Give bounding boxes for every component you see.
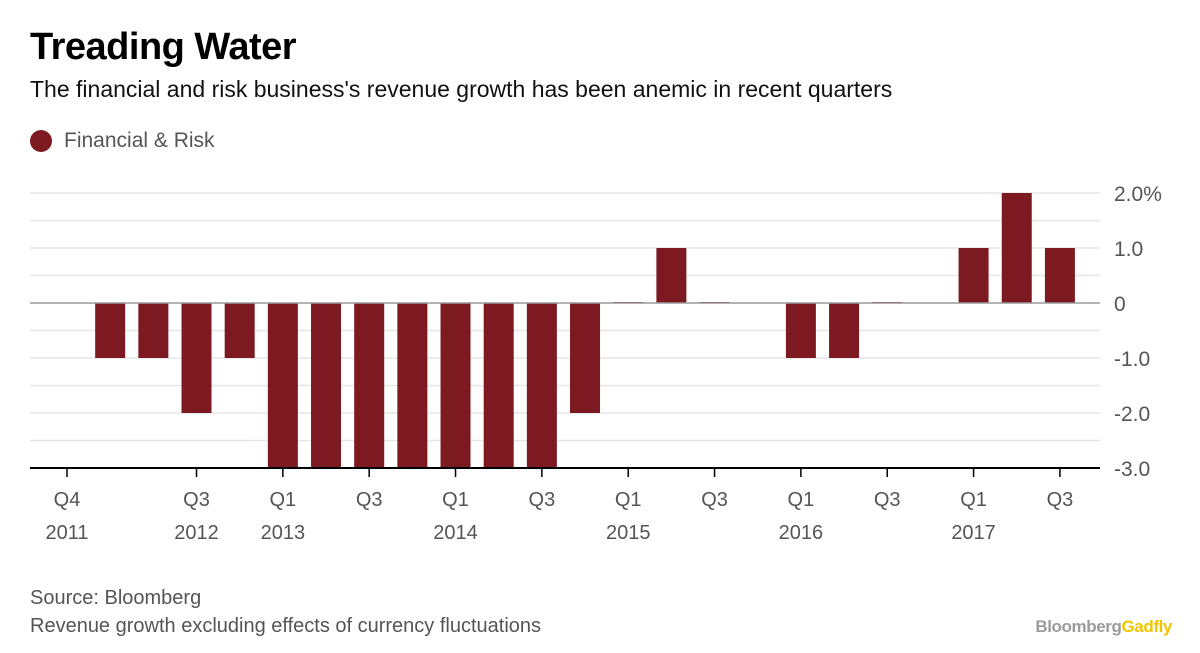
legend-swatch xyxy=(30,130,52,152)
bar-q3-2017 xyxy=(1044,248,1075,303)
bar-q2-2014 xyxy=(483,303,514,468)
y-tick-label: 1.0 xyxy=(1114,238,1143,261)
footnote: Revenue growth excluding effects of curr… xyxy=(30,615,542,637)
bar-q3-2012 xyxy=(181,303,212,413)
x-tick-quarter-label: Q1 xyxy=(615,489,642,511)
x-tick-quarter-label: Q1 xyxy=(270,489,297,511)
y-tick-label: -2.0 xyxy=(1114,403,1150,426)
x-tick-year-label: 2014 xyxy=(433,522,478,544)
bar-q1-2014 xyxy=(440,303,471,468)
x-tick-year-label: 2012 xyxy=(174,522,219,544)
x-tick-quarter-label: Q3 xyxy=(1047,489,1074,511)
x-tick-year-label: 2016 xyxy=(779,522,824,544)
y-tick-label: -3.0 xyxy=(1114,458,1150,481)
bar-q3-2013 xyxy=(354,303,385,468)
x-tick-quarter-label: Q1 xyxy=(442,489,469,511)
brand-logo: BloombergGadfly xyxy=(1035,617,1172,637)
chart-title: Treading Water xyxy=(30,26,297,68)
y-tick-label: -1.0 xyxy=(1114,348,1150,371)
brand-accent: Gadfly xyxy=(1121,617,1172,636)
x-tick-quarter-label: Q1 xyxy=(788,489,815,511)
bar-q4-2014 xyxy=(570,303,601,413)
source-note: Source: Bloomberg xyxy=(30,587,202,609)
x-tick-quarter-label: Q3 xyxy=(183,489,210,511)
legend-label: Financial & Risk xyxy=(64,129,215,152)
x-tick-quarter-label: Q3 xyxy=(874,489,901,511)
x-tick-quarter-label: Q3 xyxy=(356,489,383,511)
bar-q1-2012 xyxy=(95,303,126,358)
x-tick-quarter-label: Q1 xyxy=(960,489,987,511)
bar-q2-2012 xyxy=(138,303,169,358)
bar-q3-2014 xyxy=(526,303,557,468)
legend: Financial & Risk xyxy=(30,129,215,153)
x-tick-year-label: 2011 xyxy=(45,522,88,544)
bar-q2-2016 xyxy=(829,303,860,358)
bar-q1-2016 xyxy=(785,303,816,358)
bar-q1-2013 xyxy=(267,303,298,468)
bar-q4-2013 xyxy=(397,303,428,468)
x-tick-year-label: 2015 xyxy=(606,522,651,544)
chart-subtitle: The financial and risk business's revenu… xyxy=(30,76,893,102)
y-tick-label: 0 xyxy=(1114,293,1126,316)
x-tick-year-label: 2013 xyxy=(261,522,306,544)
bar-q2-2015 xyxy=(656,248,687,303)
bar-q2-2013 xyxy=(311,303,342,468)
x-tick-quarter-label: Q3 xyxy=(529,489,556,511)
x-tick-quarter-label: Q4 xyxy=(54,489,81,511)
bar-q1-2017 xyxy=(958,248,989,303)
y-tick-label: 2.0% xyxy=(1114,183,1162,206)
x-tick-quarter-label: Q3 xyxy=(701,489,728,511)
bar-q2-2017 xyxy=(1001,193,1032,303)
bar-q4-2012 xyxy=(224,303,255,358)
x-tick-year-label: 2017 xyxy=(951,522,996,544)
brand-main: Bloomberg xyxy=(1035,617,1122,636)
